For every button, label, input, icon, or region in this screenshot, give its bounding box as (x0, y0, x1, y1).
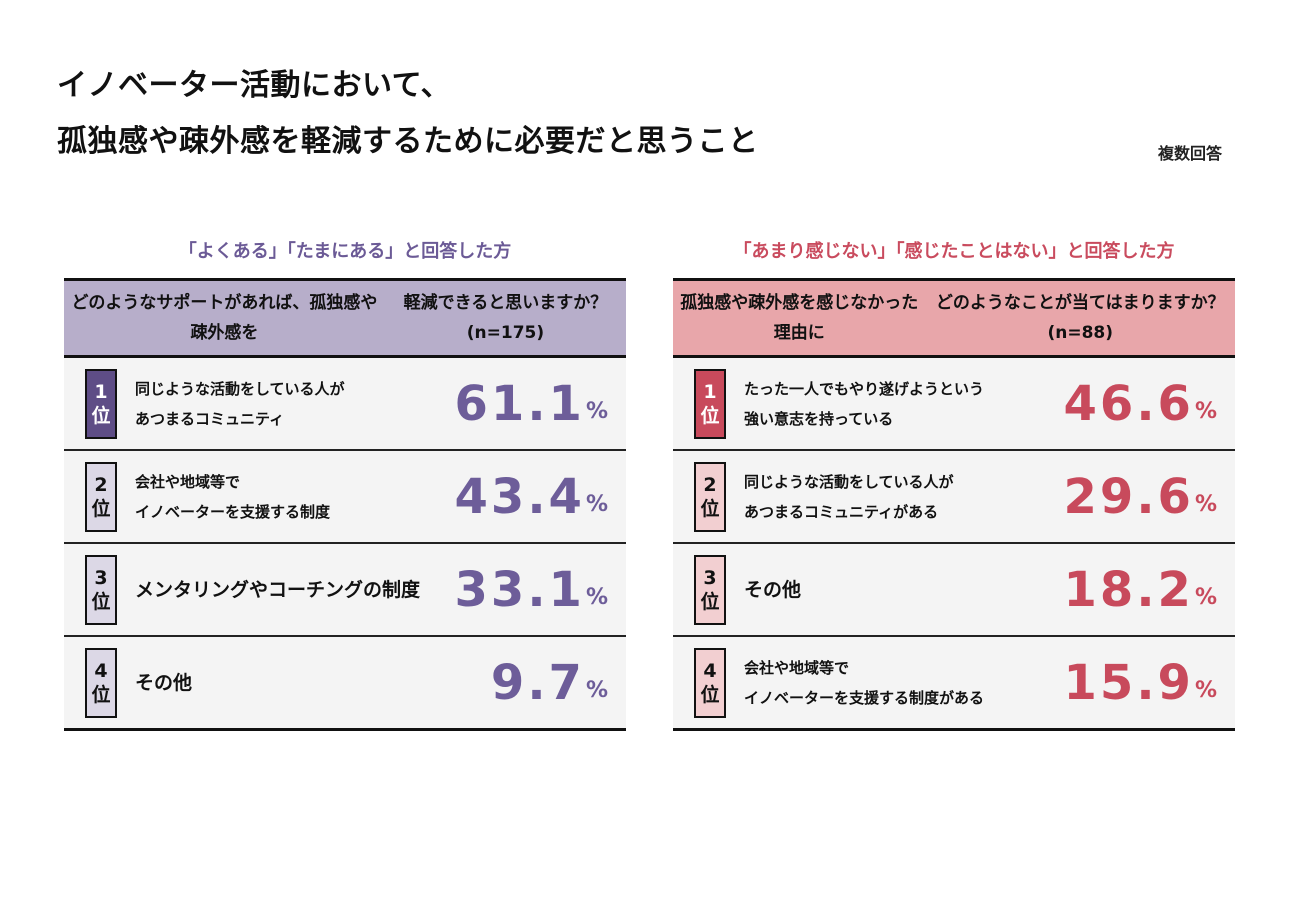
item-label: 同じような活動をしている人が あつまるコミュニティがある (744, 467, 1235, 527)
percentage-value: 9.7% (491, 637, 608, 728)
item-label-line: イノベーターを支援する制度 (135, 502, 331, 521)
percent-sign: % (585, 678, 608, 703)
rank-suffix: 位 (700, 683, 720, 706)
question-line: 孤独感や疎外感を感じなかった理由に (680, 293, 919, 343)
rank-suffix: 位 (91, 590, 111, 613)
question-line: 軽減できると思いますか？(n=175) (403, 293, 608, 343)
item-label-line: 会社や地域等で (135, 472, 241, 491)
rank-suffix: 位 (700, 590, 720, 613)
item-label: 会社や地域等でイノベーターを支援する制度がある (744, 653, 1235, 713)
percentage-number: 29.6 (1063, 468, 1194, 525)
rank-number: 2 (94, 473, 108, 496)
rank-number: 4 (94, 659, 108, 682)
page-title: イノベーター活動において、 孤独感や疎外感を軽減するために必要だと思うこと (57, 58, 759, 170)
item-label-line: その他 (135, 671, 193, 694)
percent-sign: % (1194, 678, 1217, 703)
percentage-number: 33.1 (454, 561, 585, 618)
ranking-list: 1 位同じような活動をしている人が あつまるコミュニティ 61.1% 2 位会社や地域等で… (64, 358, 626, 731)
question-line: どのようなことが当てはまりますか？(n=88) (935, 293, 1225, 343)
ranking-list: 1 位たった一人でもやり遂げようという 強い意志を持っている 46.6% 2 位同じような… (673, 358, 1235, 731)
percent-sign: % (585, 492, 608, 517)
ranking-row: 4 位会社や地域等で イノベーターを支援する制度がある 15.9% (673, 637, 1235, 731)
percentage-value: 29.6% (1064, 451, 1217, 542)
item-label: メンタリングやコーチングの制度 (135, 575, 626, 605)
title-line-2: 孤独感や疎外感を軽減するために必要だと思うこと (57, 124, 759, 159)
percent-sign: % (1194, 399, 1217, 424)
question-line: どのようなサポートがあれば、孤独感や疎外感を (71, 293, 378, 343)
title-line-1: イノベーター活動において、 (57, 68, 452, 103)
rank-suffix: 位 (700, 497, 720, 520)
rank-number: 3 (703, 566, 717, 589)
ranking-row: 1 位たった一人でもやり遂げようという 強い意志を持っている 46.6% (673, 358, 1235, 451)
left-ranking-panel: 「よくある」「たまにある」と回答した方どのようなサポートがあれば、孤独感や疎外感… (64, 232, 626, 731)
item-label-line: 会社や地域等で (744, 658, 850, 677)
item-label-line: メンタリングやコーチングの制度 (135, 578, 421, 601)
percentage-number: 46.6 (1063, 375, 1194, 432)
ranking-row: 2 位同じような活動をしている人が あつまるコミュニティがある 29.6% (673, 451, 1235, 544)
rank-number: 1 (703, 380, 717, 403)
percent-sign: % (585, 585, 608, 610)
item-label: その他 (744, 575, 1235, 605)
rank-suffix: 位 (91, 497, 111, 520)
percentage-number: 43.4 (454, 468, 585, 525)
item-label-line: あつまるコミュニティがある (744, 502, 939, 521)
ranking-row: 1 位同じような活動をしている人が あつまるコミュニティ 61.1% (64, 358, 626, 451)
item-label: 同じような活動をしている人が あつまるコミュニティ (135, 374, 626, 434)
percentage-value: 18.2% (1064, 544, 1217, 635)
item-label: たった一人でもやり遂げようという 強い意志を持っている (744, 374, 1235, 434)
rank-suffix: 位 (91, 404, 111, 427)
rank-number: 2 (703, 473, 717, 496)
item-label-line: その他 (744, 578, 802, 601)
percent-sign: % (1194, 492, 1217, 517)
rank-suffix: 位 (700, 404, 720, 427)
percent-sign: % (1194, 585, 1217, 610)
percentage-value: 61.1% (455, 358, 608, 449)
percentage-value: 15.9% (1064, 637, 1217, 728)
ranking-row: 2 位会社や地域等で イノベーターを支援する制度 43.4% (64, 451, 626, 544)
rank-number: 1 (94, 380, 108, 403)
percentage-value: 43.4% (455, 451, 608, 542)
percentage-number: 15.9 (1063, 654, 1194, 711)
ranking-row: 4 位その他 9.7% (64, 637, 626, 731)
percentage-value: 46.6% (1064, 358, 1217, 449)
ranking-row: 3 位その他 18.2% (673, 544, 1235, 637)
multiple-answer-note: 複数回答 (1157, 144, 1222, 163)
percentage-number: 18.2 (1063, 561, 1194, 618)
item-label-line: 同じような活動をしている人が (135, 379, 345, 398)
item-label-line: イノベーターを支援する制度がある (744, 688, 985, 707)
rank-number: 4 (703, 659, 717, 682)
item-label-line: あつまるコミュニティ (135, 409, 285, 428)
question-header: 孤独感や疎外感を感じなかった理由に どのようなことが当てはまりますか？(n=88) (673, 278, 1235, 358)
percentage-number: 61.1 (454, 375, 585, 432)
respondent-group-label: 「よくある」「たまにある」と回答した方 (178, 241, 512, 262)
question-header: どのようなサポートがあれば、孤独感や疎外感を 軽減できると思いますか？(n=175… (64, 278, 626, 358)
right-ranking-panel: 「あまり感じない」「感じたことはない」と回答した方孤独感や疎外感を感じなかった理… (673, 232, 1235, 731)
percentage-value: 33.1% (455, 544, 608, 635)
rank-suffix: 位 (91, 683, 111, 706)
rank-number: 3 (94, 566, 108, 589)
item-label: その他 (135, 668, 626, 698)
item-label-line: たった一人でもやり遂げようという (744, 379, 985, 398)
item-label: 会社や地域等でイノベーターを支援する制度 (135, 467, 626, 527)
percent-sign: % (585, 399, 608, 424)
item-label-line: 強い意志を持っている (744, 409, 894, 428)
respondent-group-label: 「あまり感じない」「感じたことはない」と回答した方 (733, 241, 1175, 262)
percentage-number: 9.7 (490, 654, 585, 711)
ranking-row: 3 位メンタリングやコーチングの制度 33.1% (64, 544, 626, 637)
item-label-line: 同じような活動をしている人が (744, 472, 954, 491)
